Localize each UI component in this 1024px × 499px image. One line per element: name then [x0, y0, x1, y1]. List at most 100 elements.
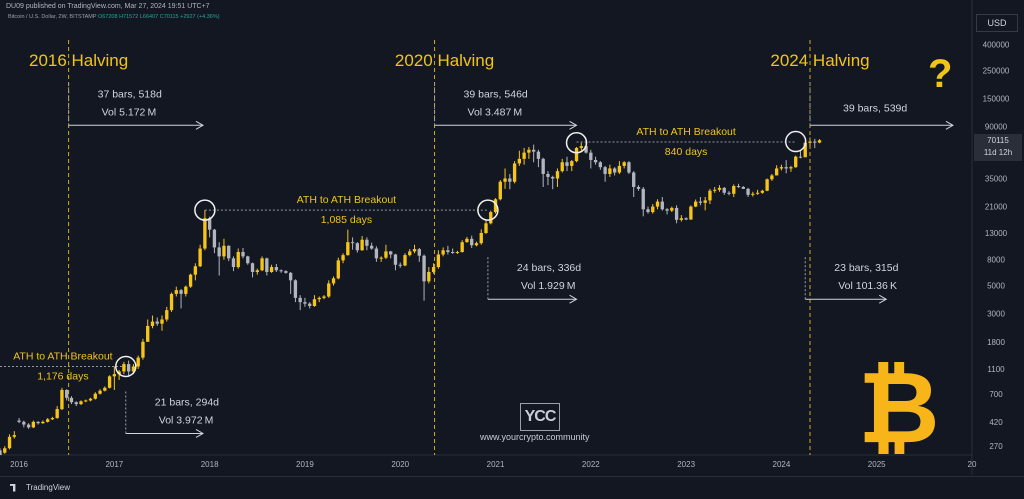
- candle-body: [736, 186, 741, 188]
- candle-body: [636, 186, 641, 189]
- candle-body: [246, 256, 250, 264]
- candle-body: [17, 420, 21, 422]
- candle-body: [131, 366, 136, 372]
- last-price-tag: 70115 11d 12h: [974, 134, 1022, 161]
- candle-body: [379, 257, 383, 259]
- candle-body: [622, 162, 626, 166]
- y-tick-label: 1800: [987, 338, 1005, 347]
- candle-body: [708, 190, 712, 201]
- candle-body: [217, 247, 221, 257]
- x-tick-label: 2022: [582, 460, 600, 469]
- tradingview-logo-icon: [10, 483, 16, 492]
- currency-button[interactable]: USD: [976, 14, 1018, 32]
- candle-body: [165, 310, 169, 320]
- last-price: 70115: [987, 136, 1009, 145]
- question-mark: ?: [928, 52, 953, 96]
- candle-body: [517, 158, 522, 164]
- candle-body: [698, 201, 703, 203]
- candle-body: [522, 152, 526, 159]
- candle-body: [284, 271, 288, 273]
- candle-body: [531, 149, 536, 152]
- candle-body: [274, 267, 279, 271]
- candle-body: [26, 424, 31, 428]
- measure-arrowhead: [195, 120, 204, 130]
- candle-body: [403, 255, 407, 266]
- candle-body: [188, 274, 193, 287]
- candle-body: [336, 260, 340, 279]
- candle-body: [3, 448, 7, 453]
- measure-bars-label: 23 bars, 315d: [834, 262, 898, 274]
- y-tick-label: 35000: [985, 174, 1008, 183]
- candle-body: [689, 206, 693, 220]
- candle-body: [84, 400, 88, 402]
- candle-body: [355, 243, 360, 251]
- candle-body: [746, 188, 750, 195]
- candle-body: [431, 267, 436, 272]
- x-tick-label: 20: [968, 460, 977, 469]
- candle-body: [465, 238, 469, 243]
- candle-body: [774, 168, 779, 176]
- candle-body: [231, 258, 236, 268]
- ath-circle: [784, 130, 807, 153]
- ath-circle: [477, 199, 499, 221]
- candle-body: [255, 270, 259, 272]
- halving-label: 2016 Halving: [29, 51, 128, 70]
- candle-body: [808, 141, 812, 143]
- candle-body: [546, 173, 550, 177]
- candle-body: [7, 436, 12, 449]
- candle-body: [103, 387, 107, 391]
- candle-body: [346, 242, 350, 256]
- candle-body: [74, 402, 78, 405]
- candle-body: [141, 341, 145, 358]
- candle-body: [612, 168, 617, 173]
- candle-body: [398, 264, 402, 266]
- y-tick-label: 5000: [987, 282, 1005, 291]
- candle-body: [779, 167, 784, 169]
- candle-body: [269, 267, 274, 272]
- ycc-logo: YCC: [520, 403, 560, 431]
- x-tick-label: 2018: [201, 460, 219, 469]
- candle-body: [50, 418, 55, 420]
- x-tick-label: 2023: [677, 460, 695, 469]
- ath-breakout-label: ATH to ATH Breakout: [297, 194, 396, 206]
- x-tick-label: 2020: [391, 460, 409, 469]
- y-tick-label: 1100: [987, 365, 1005, 374]
- candle-body: [541, 158, 545, 174]
- candle-body: [341, 255, 345, 261]
- candle-body: [136, 357, 140, 367]
- candle-body: [312, 299, 317, 306]
- x-tick-label: 2025: [868, 460, 886, 469]
- candle-body: [112, 374, 117, 377]
- candle-body: [450, 252, 455, 254]
- measure-volume-label: Vol 3.972 M: [159, 414, 214, 426]
- candle-body: [798, 156, 803, 158]
- ath-breakout-days: 1,176 days: [37, 370, 88, 382]
- tradingview-logo[interactable]: TradingView: [10, 483, 70, 492]
- candle-body: [107, 376, 112, 388]
- candle-body: [817, 140, 822, 143]
- measure-bars-label: 21 bars, 294d: [155, 396, 219, 408]
- candle-body: [327, 283, 331, 297]
- candle-body: [765, 179, 769, 191]
- candle-body: [193, 266, 198, 275]
- candle-body: [503, 178, 507, 182]
- candle-body: [670, 207, 674, 211]
- ath-breakout-days: 840 days: [665, 146, 708, 158]
- y-tick-label: 8000: [987, 256, 1005, 265]
- candle-body: [374, 248, 379, 259]
- measure-volume-label: Vol 101.36 K: [838, 280, 897, 292]
- candle-body: [122, 364, 126, 372]
- candle-body: [784, 167, 788, 169]
- candle-body: [646, 209, 650, 213]
- candle-body: [813, 141, 817, 143]
- candle-body: [69, 397, 74, 403]
- candle-body: [565, 162, 569, 166]
- candle-body: [236, 252, 240, 268]
- candle-body: [60, 389, 64, 410]
- candle-body: [227, 245, 231, 259]
- candle-body: [412, 249, 417, 252]
- measure-bars-label: 37 bars, 518d: [98, 88, 162, 100]
- candle-body: [303, 302, 307, 304]
- y-tick-label: 700: [989, 390, 1003, 399]
